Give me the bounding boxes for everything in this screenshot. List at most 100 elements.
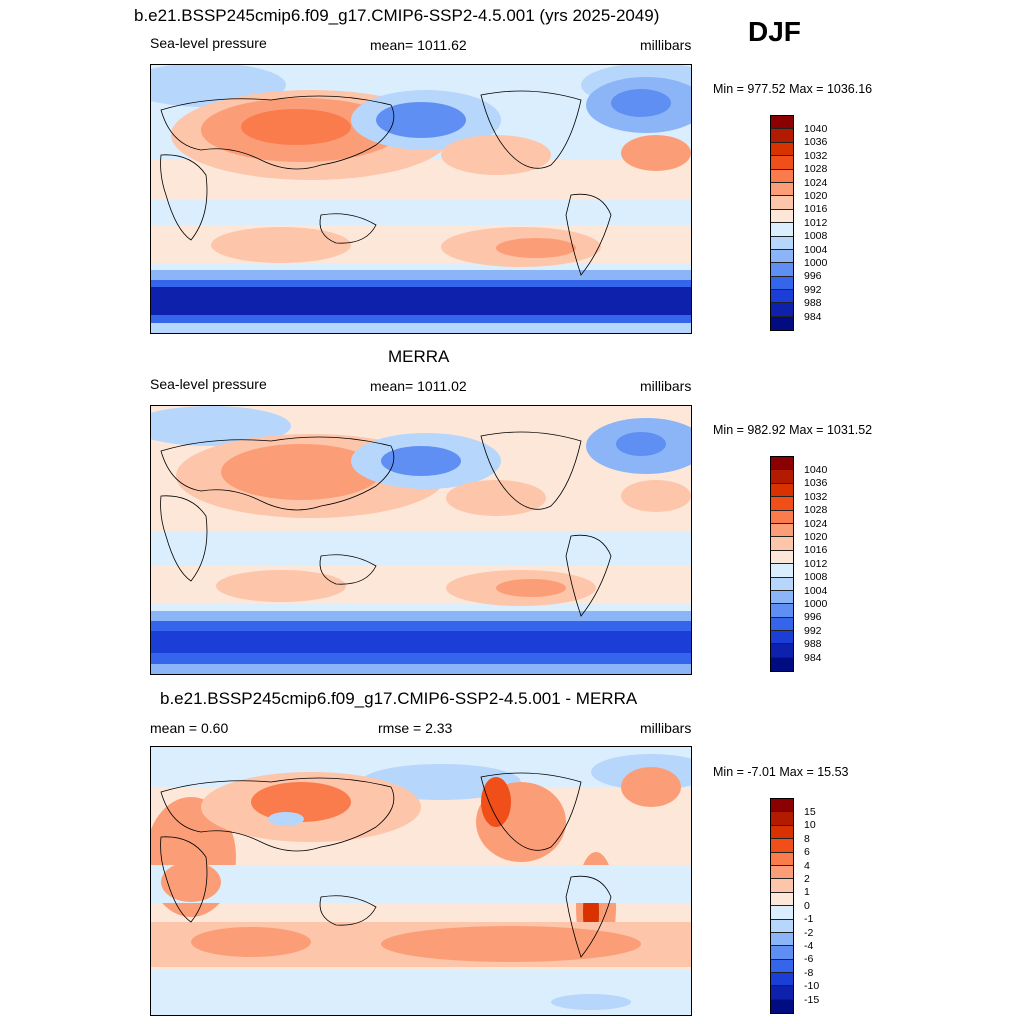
panel-2-colorbar-swatch: [771, 483, 793, 498]
panel-1-map: [150, 64, 692, 334]
panel-2-colorbar-swatch: [771, 604, 793, 618]
panel-1-colorbar-tick: 1012: [804, 217, 828, 229]
panel-1-colorbar-tick: 1040: [804, 123, 828, 135]
season-label: DJF: [748, 16, 801, 47]
panel-3-units-label: millibars: [640, 720, 692, 736]
panel-3-colorbar-swatch: [771, 839, 793, 853]
panel-3-colorbar-tick: -1: [804, 913, 814, 925]
panel-3-colorbar-tick: 0: [804, 900, 810, 912]
panel-3-colorbar-tick: -4: [804, 940, 814, 952]
panel-2-units-label: millibars: [640, 378, 692, 394]
panel-1-minmax: Min = 977.52 Max = 1036.16: [713, 82, 873, 96]
panel-1-units-label: millibars: [640, 37, 692, 53]
panel-3-colorbar-swatch: [771, 799, 793, 813]
panel-1-colorbar-swatch: [771, 223, 793, 237]
panel-3-colorbar-tick: -2: [804, 927, 814, 939]
panel-1-colorbar-tick: 1028: [804, 163, 828, 175]
panel-2-colorbar-tick: 1000: [804, 598, 828, 610]
panel-2-colorbar-swatch: [771, 510, 793, 524]
panel-2-colorbar-tick: 996: [804, 611, 822, 623]
panel-1-colorbar-swatch: [771, 316, 793, 331]
panel-2-colorbar-tick: 1020: [804, 531, 828, 543]
panel-1-map-field: [151, 65, 691, 333]
panel-2-colorbar-tick: 1008: [804, 571, 828, 583]
panel-2-colorbar-swatch: [771, 470, 793, 484]
panel-3-colorbar-tick: -6: [804, 953, 814, 965]
panel-2-map: [150, 405, 692, 675]
panel-2-mean-label: mean= 1011.02: [370, 378, 467, 394]
panel-2-colorbar-swatch: [771, 644, 793, 658]
panel-3-colorbar-tick: 4: [804, 860, 810, 872]
panel-2-colorbar-swatch: [771, 577, 793, 591]
panel-2-colorbar-tick: 1040: [804, 464, 828, 476]
panel-1-colorbar-swatch: [771, 129, 793, 143]
panel-2-colorbar-swatch: [771, 457, 793, 471]
panel-2-minmax: Min = 982.92 Max = 1031.52: [713, 423, 873, 437]
panel-1-colorbar-swatch: [771, 142, 793, 157]
panel-1-colorbar-swatch: [771, 276, 793, 291]
panel-1-colorbar-swatch: [771, 236, 793, 250]
panel-2-colorbar-swatch: [771, 631, 793, 645]
panel-1-colorbar: [770, 115, 794, 332]
panel-1-colorbar-swatch: [771, 263, 793, 277]
panel-1-mean-label: mean= 1011.62: [370, 37, 467, 53]
panel-2-colorbar-swatch: [771, 617, 793, 632]
panel-3-colorbar-swatch: [771, 812, 793, 826]
panel-3-minmax: Min = -7.01 Max = 15.53: [713, 765, 849, 779]
panel-3-colorbar-swatch: [771, 973, 793, 987]
panel-1-field-label: Sea-level pressure: [150, 35, 267, 51]
panel-1-title: b.e21.BSSP245cmip6.f09_g17.CMIP6-SSP2-4.…: [134, 6, 660, 25]
panel-2-field-label: Sea-level pressure: [150, 376, 267, 392]
panel-1-colorbar-tick: 996: [804, 270, 822, 282]
panel-1-colorbar-swatch: [771, 196, 793, 210]
panel-3-colorbar-tick: 8: [804, 833, 810, 845]
panel-1-colorbar-tick: 1016: [804, 203, 828, 215]
panel-1-colorbar-swatch: [771, 116, 793, 130]
panel-2-title: MERRA: [388, 347, 450, 366]
panel-2-colorbar-swatch: [771, 657, 793, 672]
panel-2-colorbar-tick: 988: [804, 638, 822, 650]
panel-3-colorbar-tick: 15: [804, 806, 816, 818]
panel-2-colorbar-tick: 984: [804, 652, 822, 664]
panel-1-colorbar-swatch: [771, 182, 793, 197]
panel-2-colorbar: [770, 456, 794, 673]
panel-2-colorbar-swatch: [771, 564, 793, 578]
panel-3-rmse-label: rmse = 2.33: [378, 720, 453, 736]
panel-1-colorbar-tick: 988: [804, 297, 822, 309]
panel-1-colorbar-swatch: [771, 209, 793, 224]
panel-1-colorbar-tick: 1000: [804, 257, 828, 269]
panel-2-colorbar-tick: 1028: [804, 504, 828, 516]
panel-2-map-field: [151, 406, 691, 674]
panel-1-colorbar-swatch: [771, 156, 793, 170]
panel-3-colorbar-swatch: [771, 999, 793, 1014]
panel-3-colorbar-tick: 2: [804, 873, 810, 885]
panel-1-colorbar-tick: 1008: [804, 230, 828, 242]
panel-3-colorbar-swatch: [771, 852, 793, 866]
panel-3-colorbar-tick: -8: [804, 967, 814, 979]
panel-3-colorbar-swatch: [771, 986, 793, 1000]
panel-3-colorbar-swatch: [771, 879, 793, 893]
panel-2-colorbar-tick: 1016: [804, 544, 828, 556]
panel-1-colorbar-tick: 1020: [804, 190, 828, 202]
panel-3-colorbar-swatch: [771, 892, 793, 907]
panel-2-colorbar-tick: 1012: [804, 558, 828, 570]
panel-2-colorbar-swatch: [771, 523, 793, 538]
panel-2-colorbar-swatch: [771, 537, 793, 551]
panel-1-colorbar-tick: 1004: [804, 244, 828, 256]
panel-3-colorbar-tick: -15: [804, 994, 820, 1006]
panel-3-colorbar-swatch: [771, 906, 793, 920]
panel-1-colorbar-swatch: [771, 249, 793, 264]
panel-2-colorbar-tick: 1036: [804, 477, 828, 489]
panel-3-colorbar-tick: 1: [804, 886, 810, 898]
panel-1-colorbar-tick: 992: [804, 284, 822, 296]
panel-3-mean-label: mean = 0.60: [150, 720, 229, 736]
panel-3-colorbar-swatch: [771, 946, 793, 960]
panel-2-colorbar-tick: 1024: [804, 518, 828, 530]
panel-1-colorbar-tick: 1024: [804, 177, 828, 189]
panel-1-colorbar-swatch: [771, 290, 793, 304]
panel-1-colorbar-tick: 1036: [804, 136, 828, 148]
panel-3-map: [150, 746, 692, 1016]
panel-3-colorbar: [770, 798, 794, 1015]
panel-3-colorbar-swatch: [771, 932, 793, 947]
panel-3-colorbar-swatch: [771, 959, 793, 974]
